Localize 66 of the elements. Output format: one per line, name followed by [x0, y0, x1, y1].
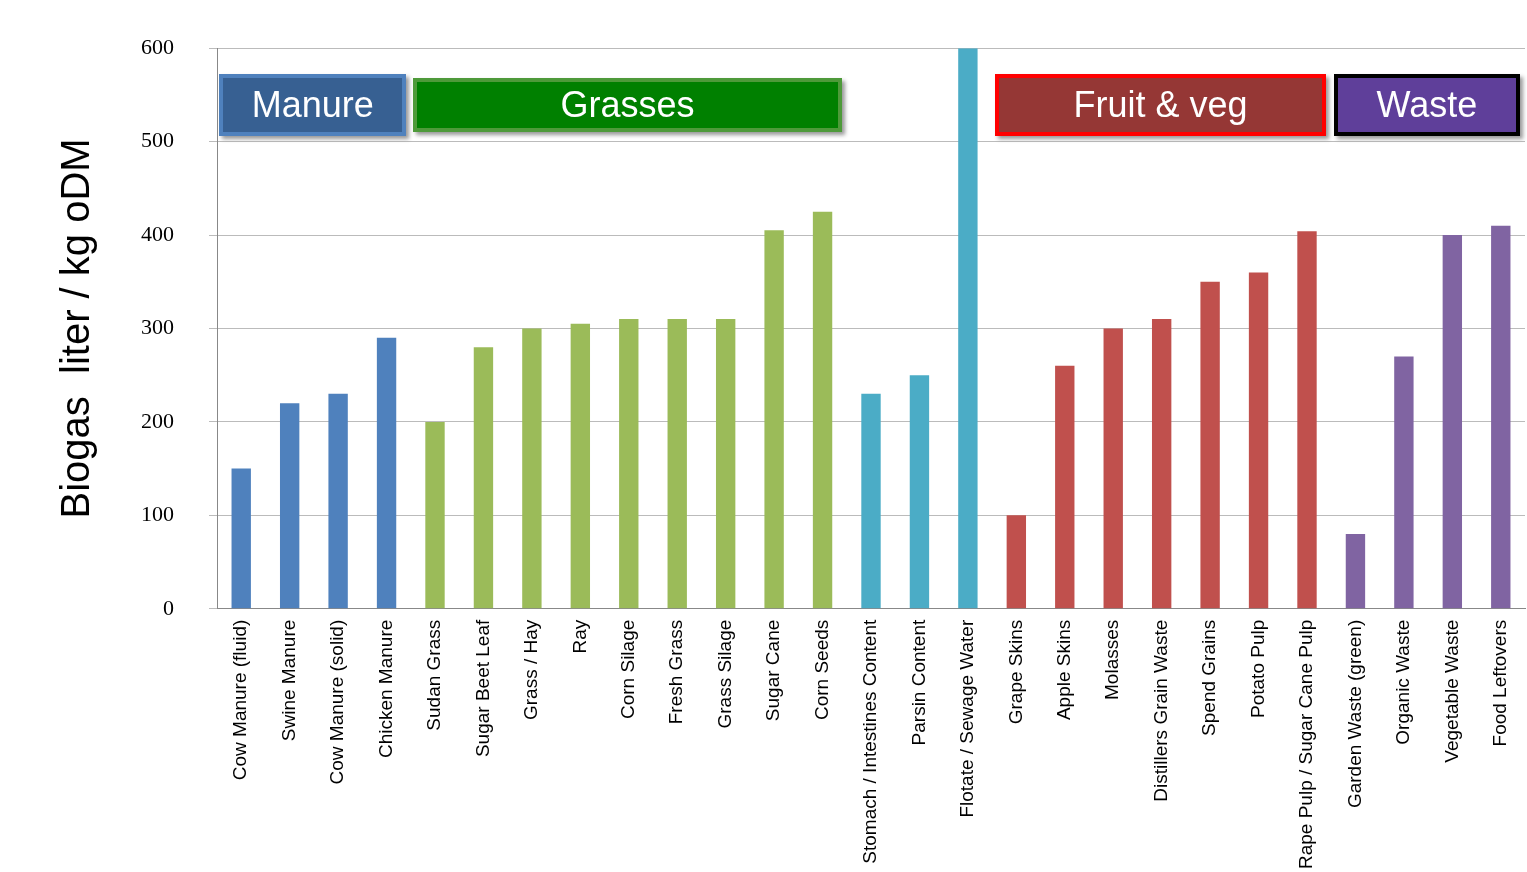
bar [667, 319, 687, 609]
x-tick-label: Sugar Beet Leaf [471, 619, 493, 758]
x-tick-label: Grape Skins [1004, 619, 1026, 725]
x-tick-label: Apple Skins [1053, 619, 1075, 721]
bar [570, 323, 591, 609]
label-box: Waste [1333, 74, 1521, 136]
bar [231, 468, 251, 609]
x-tick-label: Grass Silage [713, 619, 735, 729]
label-box: Fruit & veg [994, 74, 1327, 136]
y-tick-label: 100 [141, 501, 174, 527]
x-tick-label: Corn Seeds [810, 619, 832, 721]
x-tick-label: Molasses [1101, 619, 1123, 700]
x-tick-label: Stomach / Intestines Content [859, 619, 881, 864]
label-box: Grasses [413, 78, 842, 132]
x-tick-label: Cow Manure (fluid) [229, 619, 251, 781]
x-tick-label: Ray [568, 619, 590, 654]
bar [861, 393, 881, 609]
x-tick-label: Cow Manure (solid) [326, 619, 348, 785]
label-box: Manure [219, 74, 406, 136]
x-tick-label: Corn Silage [617, 619, 639, 720]
bar [812, 211, 833, 609]
bar [1491, 225, 1511, 609]
bar [1151, 319, 1172, 609]
x-tick-label: Vegetable Waste [1440, 619, 1462, 763]
x-tick-label: Sudan Grass [423, 619, 445, 731]
x-tick-label: Potato Pulp [1246, 619, 1268, 718]
x-tick-label: Grass / Hay [520, 619, 542, 721]
x-tick-label: Sugar Cane [762, 619, 784, 722]
x-tick-label: Flotate / Sewage Water [956, 619, 978, 818]
bar [376, 337, 397, 609]
x-tick-label: Spend Grains [1198, 619, 1220, 736]
x-tick-label: Garden Waste (green) [1343, 619, 1365, 809]
x-tick-label: Distillers Grain Waste [1149, 619, 1171, 802]
y-tick-label: 600 [141, 33, 174, 59]
bar [1006, 515, 1027, 609]
y-tick-label: 200 [141, 407, 174, 433]
y-tick-label: 300 [141, 314, 174, 340]
bar [1345, 533, 1366, 609]
y-axis-title: Biogas liter / kg oDM [53, 138, 98, 519]
bar [1248, 272, 1269, 609]
bar [1394, 356, 1414, 609]
bar [1200, 281, 1220, 609]
x-tick-label: Chicken Manure [374, 619, 396, 759]
x-tick-label: Fresh Grass [665, 619, 687, 725]
bar [425, 421, 445, 609]
y-tick-label: 400 [141, 220, 174, 246]
bar [1297, 231, 1317, 609]
bar [1442, 235, 1463, 609]
bar [522, 328, 542, 609]
x-tick-label: Rape Pulp / Sugar Cane Pulp [1295, 619, 1317, 870]
bar [958, 48, 978, 609]
x-tick-label: Organic Waste [1392, 619, 1414, 745]
bar [1055, 365, 1075, 609]
y-tick-label: 500 [141, 127, 174, 153]
bar [764, 230, 784, 609]
bar [909, 375, 930, 609]
bar [1103, 328, 1123, 609]
x-tick-label: Parsin Content [907, 619, 929, 746]
x-tick-label: Swine Manure [277, 619, 299, 742]
bar [279, 403, 300, 609]
bar [619, 319, 639, 609]
bar [715, 319, 736, 609]
bar [328, 393, 348, 609]
y-tick-label: 0 [163, 594, 174, 620]
x-tick-label: Food Leftovers [1489, 619, 1511, 747]
bar [473, 347, 494, 609]
